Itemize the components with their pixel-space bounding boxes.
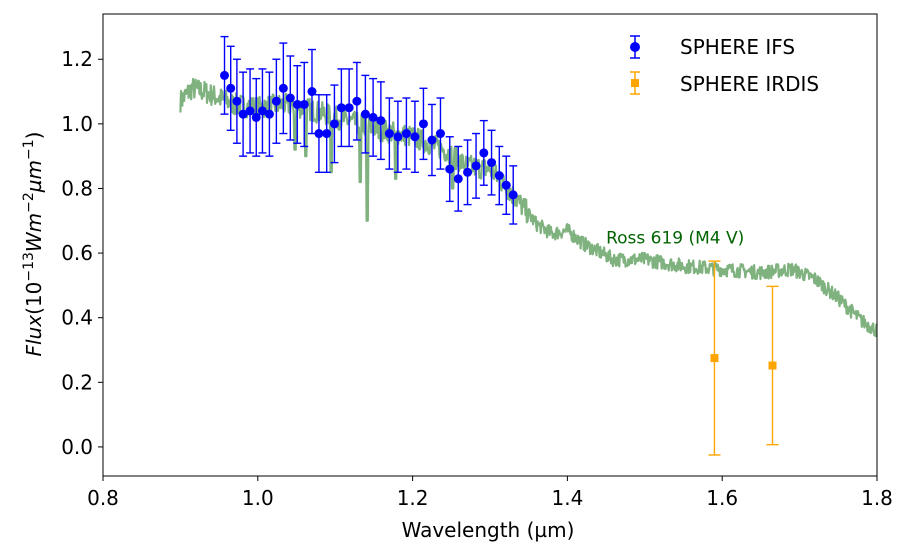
ifs-data-point — [427, 135, 437, 145]
y-label-mid2: µm — [22, 160, 46, 193]
x-axis-ticks: 0.8 1.0 1.2 1.4 1.6 1.8 — [87, 476, 893, 510]
ifs-data-point — [479, 148, 489, 158]
errorbar-layer — [220, 35, 779, 456]
y-label-mid1: Wm — [22, 213, 46, 252]
ifs-data-point — [384, 129, 394, 139]
legend: SPHERE IFS SPHERE IRDIS — [630, 35, 819, 96]
ifs-data-point — [487, 158, 497, 168]
ifs-data-point — [393, 132, 403, 142]
ifs-data-point — [368, 112, 378, 122]
x-axis-label: Wavelength (µm) — [402, 518, 575, 542]
ifs-data-point — [257, 106, 267, 116]
plot-frame — [102, 13, 878, 477]
ifs-data-point — [344, 103, 354, 113]
legend-ifs-label: SPHERE IFS — [680, 35, 795, 59]
ifs-data-point — [307, 87, 317, 97]
legend-irdis-marker — [630, 71, 640, 95]
marker-layer — [220, 70, 777, 370]
x-tick-label: 1.4 — [551, 486, 583, 510]
ifs-data-point — [238, 109, 248, 119]
ifs-data-point — [463, 167, 473, 177]
ifs-data-point — [220, 70, 230, 80]
ifs-data-point — [445, 164, 455, 174]
irdis-data-point — [710, 354, 719, 363]
ifs-data-point — [501, 180, 511, 190]
ifs-data-point — [245, 106, 255, 116]
legend-irdis-label: SPHERE IRDIS — [680, 72, 819, 96]
ifs-data-point — [292, 99, 302, 109]
irdis-data-point — [768, 361, 777, 370]
y-label-exp3: −1 — [21, 139, 37, 160]
y-label-exp1: −13 — [21, 252, 37, 282]
ifs-data-point — [410, 132, 420, 142]
ifs-data-point — [226, 83, 236, 93]
y-label-exp2: −2 — [21, 192, 37, 213]
ifs-data-point — [508, 190, 518, 200]
y-axis-ticks: 0.0 0.2 0.4 0.6 0.8 1.0 1.2 — [61, 47, 103, 459]
y-tick-label: 0.6 — [61, 241, 93, 265]
ifs-data-point — [376, 116, 386, 126]
ifs-data-point — [271, 96, 281, 106]
y-tick-label: 1.2 — [61, 47, 93, 71]
y-label-base: Flux — [22, 315, 46, 357]
ifs-data-point — [418, 119, 428, 129]
ifs-data-point — [251, 112, 261, 122]
y-label-end: ) — [22, 132, 46, 140]
y-tick-label: 0.8 — [61, 176, 93, 200]
x-tick-label: 1.6 — [706, 486, 738, 510]
ifs-data-point — [352, 96, 362, 106]
x-tick-label: 1.8 — [861, 486, 893, 510]
ifs-data-point — [278, 83, 288, 93]
ifs-data-point — [360, 109, 370, 119]
ifs-data-point — [285, 93, 295, 103]
x-tick-label: 1.0 — [242, 486, 274, 510]
ifs-data-point — [232, 96, 242, 106]
ifs-data-point — [435, 129, 445, 139]
y-axis-label: Flux(10−13Wm−2µm−1) — [21, 132, 46, 357]
legend-ifs-marker — [630, 35, 640, 59]
ifs-data-point — [471, 161, 481, 171]
ifs-data-point — [329, 119, 339, 129]
ifs-data-point — [494, 171, 504, 181]
y-tick-label: 0.0 — [61, 435, 93, 459]
ifs-data-point — [336, 103, 346, 113]
ifs-data-point — [453, 174, 463, 184]
ifs-data-point — [314, 129, 324, 139]
ifs-data-point — [401, 129, 411, 139]
ifs-data-point — [322, 129, 332, 139]
y-tick-label: 0.2 — [61, 370, 93, 394]
ross-619-annotation: Ross 619 (M4 V) — [606, 228, 744, 248]
x-tick-label: 1.2 — [397, 486, 429, 510]
y-tick-label: 1.0 — [61, 112, 93, 136]
y-label-text: (10 — [22, 282, 46, 315]
x-tick-label: 0.8 — [87, 486, 119, 510]
ifs-data-point — [299, 99, 309, 109]
y-tick-label: 0.4 — [61, 306, 93, 330]
ifs-data-point — [264, 109, 274, 119]
